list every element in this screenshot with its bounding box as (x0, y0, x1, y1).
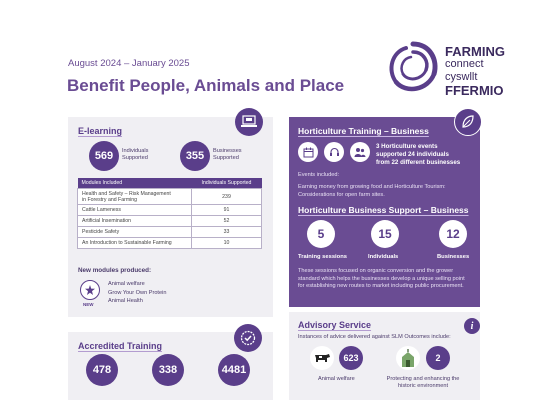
brand-wordmark: FARMING connect cyswllt FFERMIO (445, 45, 505, 97)
elearning-badge (235, 108, 263, 136)
table-row: An Introduction to Sustainable Farming 1… (77, 237, 262, 249)
laptop-icon (241, 115, 257, 127)
calendar-icon (298, 142, 318, 162)
support-label-training: Training sessions (298, 254, 347, 260)
date-range: August 2024 – January 2025 (68, 58, 190, 69)
accredited-title: Accredited Training (78, 341, 163, 351)
new-badge-label: NEW (83, 302, 94, 307)
advisory-subtitle: Instances of advice delivered against SL… (298, 334, 451, 340)
horticulture-summary: 3 Horticulture events supported 24 indiv… (376, 143, 461, 167)
table-header-individuals: Individuals Supported (191, 178, 262, 189)
accredited-value-2: 338 (152, 354, 184, 386)
table-row: Artificial Insemination 52 (77, 215, 262, 227)
list-item: Grow Your Own Protein (108, 289, 167, 296)
support-label-businesses: Businesses (437, 254, 470, 260)
events-label: Events included: (298, 172, 340, 178)
brand-line3: cyswllt (445, 71, 478, 84)
headset-icon (324, 142, 344, 162)
elearning-title: E-learning (78, 126, 123, 136)
animal-welfare-value: 623 (339, 346, 363, 370)
support-description: These sessions focused on organic conver… (298, 268, 465, 290)
modules-table-wrap: Modules Included Individuals Supported H… (77, 178, 262, 249)
table-row: Health and Safety – Risk Management in Fo… (77, 188, 262, 205)
support-value-businesses: 12 (439, 220, 467, 248)
leaf-icon (462, 115, 474, 128)
modules-table: Modules Included Individuals Supported H… (77, 178, 262, 249)
horticulture-badge (454, 108, 482, 136)
farming-connect-logo-icon (389, 41, 438, 92)
cow-icon (310, 346, 334, 370)
accredited-value-1: 478 (86, 354, 118, 386)
support-value-individuals: 15 (371, 220, 399, 248)
historic-environment-label: Protecting and enhancing the historic en… (386, 376, 460, 389)
new-modules-list: Animal welfare Grow Your Own Protein Ani… (108, 280, 166, 306)
animal-welfare-label: Animal welfare (318, 376, 355, 382)
accredited-badge (234, 324, 262, 352)
individuals-supported-value: 569 (89, 141, 119, 171)
businesses-supported-value: 355 (180, 141, 210, 171)
accredited-value-3: 4481 (218, 354, 250, 386)
new-badge-icon (80, 280, 100, 300)
horticulture-training-title: Horticulture Training – Business (298, 126, 429, 136)
horticulture-support-title: Horticulture Business Support – Business (298, 205, 469, 215)
businesses-supported-label: Businesses Supported (213, 148, 242, 161)
advisory-title: Advisory Service (298, 320, 372, 330)
brand-line2: connect (445, 57, 484, 70)
individuals-supported-label: Individuals Supported (122, 148, 149, 161)
page-title: Benefit People, Animals and Place (67, 76, 345, 95)
brand-line1: FARMING (445, 44, 505, 59)
list-item: Animal welfare (108, 281, 145, 287)
brand-line4: FFERMIO (445, 82, 504, 98)
new-modules-label: New modules produced: (78, 267, 152, 274)
table-header-modules: Modules Included (77, 178, 192, 189)
info-icon: i (464, 318, 480, 334)
people-icon (350, 142, 370, 162)
support-value-training: 5 (307, 220, 335, 248)
horticulture-panel (289, 117, 480, 307)
certificate-check-icon (240, 330, 256, 346)
support-label-individuals: Individuals (368, 254, 399, 260)
table-row: Pesticide Safety 33 (77, 226, 262, 238)
list-item: Animal Health (108, 298, 143, 305)
events-text: Earning money from growing food and Hort… (298, 184, 446, 198)
table-row: Cattle Lameness 91 (77, 204, 262, 216)
historic-building-icon (396, 346, 420, 370)
historic-environment-value: 2 (426, 346, 450, 370)
